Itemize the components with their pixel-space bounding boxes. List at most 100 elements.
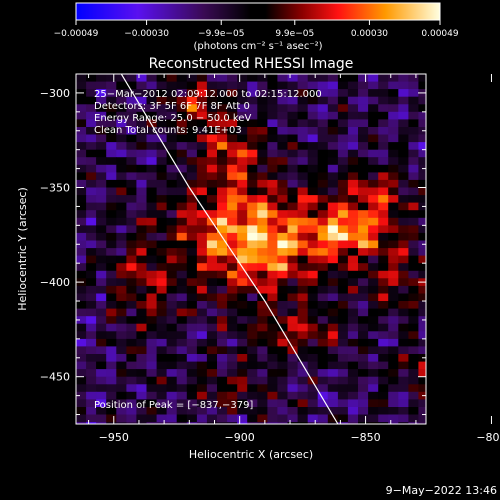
heatmap-cell xyxy=(267,391,278,400)
heatmap-cell xyxy=(297,263,309,272)
heatmap-cell xyxy=(307,134,319,143)
heatmap-cell xyxy=(106,399,117,408)
heatmap-cell xyxy=(277,263,288,272)
y-axis-label: Heliocentric Y (arcsec) xyxy=(16,187,29,311)
heatmap-cell xyxy=(86,361,97,370)
heatmap-cell xyxy=(166,104,178,113)
heatmap-cell xyxy=(126,376,137,385)
heatmap-cell xyxy=(206,127,218,135)
heatmap-cell xyxy=(378,263,389,272)
heatmap-cell xyxy=(378,157,389,166)
heatmap-cell xyxy=(96,127,107,135)
heatmap-cell xyxy=(368,384,379,393)
heatmap-cell xyxy=(186,308,198,317)
heatmap-cell xyxy=(277,104,288,113)
heatmap-cell xyxy=(358,104,369,113)
heatmap-cell xyxy=(388,104,399,113)
colorbar xyxy=(75,2,441,21)
heatmap-cell xyxy=(418,74,426,82)
heatmap-cell xyxy=(297,127,309,135)
heatmap-cell xyxy=(206,407,218,415)
heatmap-cell xyxy=(217,248,228,257)
heatmap-cell xyxy=(358,270,369,279)
heatmap-cell xyxy=(156,414,168,423)
heatmap-cell xyxy=(317,407,329,415)
heatmap-cell xyxy=(317,96,329,105)
heatmap-cell xyxy=(398,361,409,370)
heatmap-cell xyxy=(277,399,288,408)
heatmap-cell xyxy=(358,81,369,90)
heatmap-cell xyxy=(206,119,218,128)
heatmap-cell xyxy=(287,142,298,151)
heatmap-cell xyxy=(317,248,329,257)
heatmap-cell xyxy=(96,384,107,393)
heatmap-cell xyxy=(136,422,147,424)
heatmap-cell xyxy=(287,293,298,302)
heatmap-cell xyxy=(388,172,399,181)
heatmap-cell xyxy=(347,361,359,370)
heatmap-cell xyxy=(96,285,107,294)
heatmap-cell xyxy=(76,195,87,204)
heatmap-cell xyxy=(146,142,157,151)
heatmap-cell xyxy=(277,89,288,98)
heatmap-cell xyxy=(337,232,349,241)
heatmap-cell xyxy=(116,422,127,424)
heatmap-cell xyxy=(277,248,288,257)
heatmap-cell xyxy=(136,96,147,105)
heatmap-cell xyxy=(76,384,87,393)
heatmap-cell xyxy=(217,301,228,309)
heatmap-cell xyxy=(267,248,278,257)
heatmap-cell xyxy=(378,179,389,188)
heatmap-cell xyxy=(96,376,107,385)
heatmap-cell xyxy=(408,278,419,287)
heatmap-cell xyxy=(429,195,440,203)
heatmap-cell xyxy=(287,270,298,279)
heatmap-cell xyxy=(237,270,248,279)
heatmap-cell xyxy=(156,179,168,188)
heatmap-cell xyxy=(327,323,339,332)
heatmap-cell xyxy=(388,248,399,257)
heatmap-cell xyxy=(206,210,218,219)
heatmap-cell xyxy=(247,134,258,143)
heatmap-cell xyxy=(317,331,329,340)
heatmap-cell xyxy=(227,232,238,241)
heatmap-cell xyxy=(307,399,319,408)
heatmap-cell xyxy=(408,263,419,272)
heatmap-cell xyxy=(267,430,278,438)
heatmap-cell xyxy=(76,164,87,173)
heatmap-cell xyxy=(257,270,268,279)
heatmap-cell xyxy=(86,376,97,385)
heatmap-cell xyxy=(267,346,278,355)
heatmap-cell xyxy=(398,202,409,211)
heatmap-cell xyxy=(388,391,399,400)
heatmap-cell xyxy=(136,278,147,287)
heatmap-cell xyxy=(368,225,379,234)
heatmap-cell xyxy=(358,376,369,385)
heatmap-cell xyxy=(196,255,208,264)
heatmap-cell xyxy=(257,414,268,423)
heatmap-cell xyxy=(96,225,107,234)
heatmap-cell xyxy=(429,271,440,279)
heatmap-cell xyxy=(106,346,117,355)
heatmap-cell xyxy=(347,142,359,151)
heatmap-cell xyxy=(337,248,349,257)
heatmap-cell xyxy=(378,89,389,98)
heatmap-cell xyxy=(227,376,238,385)
heatmap-cell xyxy=(237,407,248,415)
heatmap-cell xyxy=(408,407,419,415)
heatmap-cell xyxy=(156,422,168,424)
heatmap-cell xyxy=(76,81,87,90)
heatmap-cell xyxy=(116,187,127,196)
heatmap-cell xyxy=(398,407,409,415)
heatmap-cell xyxy=(418,195,426,204)
heatmap-cell xyxy=(206,376,218,385)
heatmap-cell xyxy=(337,255,349,264)
heatmap-cell xyxy=(247,225,258,234)
heatmap-cell xyxy=(378,134,389,143)
heatmap-cell xyxy=(186,255,198,264)
heatmap-cell xyxy=(429,157,440,165)
heatmap-cell xyxy=(429,407,440,415)
heatmap-cell xyxy=(388,179,399,188)
heatmap-cell xyxy=(206,142,218,151)
heatmap-cell xyxy=(186,346,198,355)
